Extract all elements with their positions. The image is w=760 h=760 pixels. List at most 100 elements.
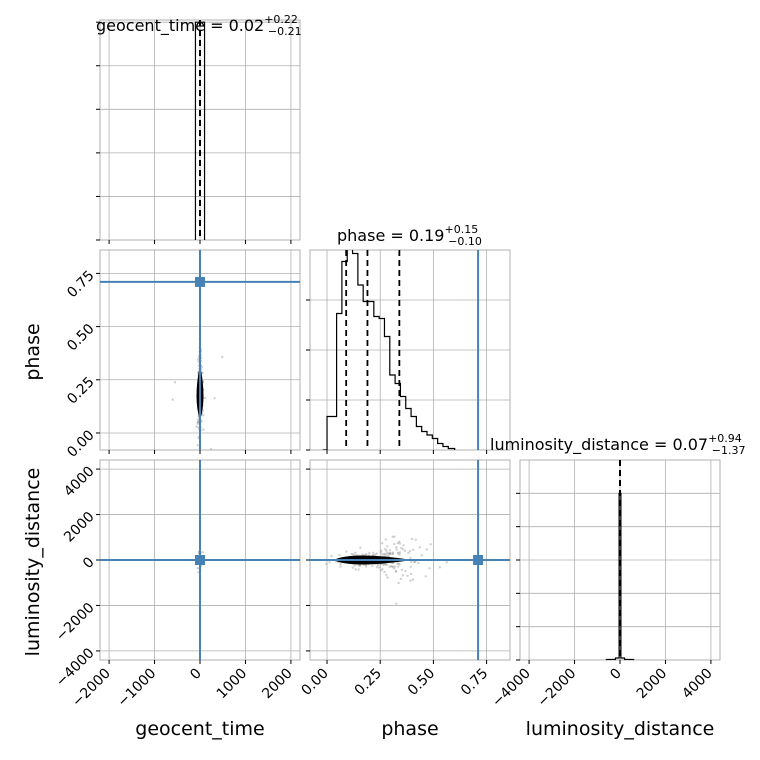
ylabel-phase: phase — [22, 323, 44, 380]
sample-point — [398, 542, 402, 545]
sample-point — [391, 552, 394, 555]
panel-g00 — [96, 19, 301, 244]
panel-plot-area — [520, 460, 720, 660]
sample-point — [202, 428, 205, 431]
sample-point — [397, 565, 400, 568]
sample-point — [393, 535, 396, 538]
y-tick-label: 0 — [80, 554, 98, 572]
y-tick-label: 2000 — [61, 509, 98, 546]
sample-point — [328, 561, 331, 564]
sample-point — [388, 565, 391, 569]
sample-point — [396, 562, 399, 566]
sample-point — [200, 365, 204, 369]
sample-point — [387, 552, 391, 556]
sample-point — [196, 358, 200, 361]
x-tick-label: 4000 — [679, 666, 716, 703]
truth-marker — [195, 555, 205, 565]
sample-point — [196, 418, 200, 421]
sample-point — [375, 566, 379, 569]
sample-point — [391, 552, 395, 555]
sample-point — [386, 576, 389, 579]
sample-point — [209, 448, 213, 450]
sample-point — [411, 578, 415, 581]
sample-point — [351, 566, 354, 569]
sample-point — [350, 552, 353, 556]
sample-point — [413, 560, 417, 564]
x-tick-label: 0 — [187, 666, 205, 684]
x-tick-label: 0 — [607, 666, 625, 684]
sample-point — [409, 565, 413, 568]
sample-point — [196, 422, 199, 426]
sample-point — [410, 537, 414, 541]
sample-point — [171, 398, 174, 401]
sample-point — [364, 565, 368, 568]
panel-plot-area — [100, 20, 300, 240]
sample-point — [409, 579, 412, 582]
x-tick-label: 0.00 — [298, 666, 331, 699]
sample-point — [398, 563, 401, 566]
sample-point — [380, 553, 384, 556]
sample-point — [388, 551, 391, 555]
sample-point — [372, 551, 375, 555]
sample-point — [380, 549, 383, 552]
corner-plot-panels: 0.000.250.500.75−2000 −1000 0 1000 2000−4000… — [53, 19, 721, 710]
sample-point — [353, 564, 356, 567]
sample-point — [397, 552, 400, 555]
sample-point — [385, 549, 388, 553]
sample-point — [357, 564, 361, 567]
y-tick-label: 0.25 — [64, 374, 97, 407]
x-tick-label: 2000 — [259, 666, 296, 703]
sample-point — [201, 550, 204, 554]
truth-marker — [473, 555, 484, 565]
sample-point — [385, 573, 388, 577]
sample-point — [408, 549, 412, 553]
sample-point — [325, 562, 328, 566]
sample-point — [445, 561, 448, 564]
sample-point — [438, 566, 441, 569]
y-tick-label: 0.50 — [64, 321, 97, 354]
title-geocent-time: geocent_time = 0.02+0.22 −0.21 — [96, 13, 302, 38]
sample-point — [357, 568, 360, 571]
panel-g21: 0.00 0.25 0.50 0.75 — [298, 459, 511, 699]
sample-point — [376, 563, 380, 567]
sample-point — [330, 554, 333, 558]
sample-point — [352, 553, 355, 556]
sample-point — [418, 546, 421, 549]
sample-point — [354, 551, 357, 555]
sample-point — [201, 371, 204, 375]
sample-point — [398, 540, 401, 543]
sample-point — [414, 538, 418, 541]
sample-point — [354, 568, 357, 571]
x-tick-label: 0.75 — [458, 666, 491, 699]
y-tick-label: 0.75 — [64, 268, 97, 301]
sample-point — [388, 552, 392, 555]
sample-point — [361, 553, 364, 556]
sample-point — [391, 565, 394, 568]
sample-point — [412, 560, 416, 564]
sample-point — [378, 566, 381, 569]
sample-point — [384, 548, 387, 551]
sample-point — [429, 543, 432, 546]
sample-point — [402, 544, 405, 547]
sample-point — [383, 570, 386, 574]
sample-point — [381, 567, 384, 571]
title-luminosity-distance: luminosity_distance = 0.07+0.94 −1.37 — [490, 432, 746, 457]
sample-point — [384, 538, 387, 541]
sample-point — [385, 545, 389, 548]
sample-point — [396, 551, 400, 554]
sample-point — [385, 563, 389, 566]
sample-point — [385, 553, 388, 556]
sample-point — [392, 567, 396, 570]
title-phase: phase = 0.19+0.15 −0.10 — [337, 223, 482, 248]
sample-point — [383, 552, 387, 555]
sample-point — [195, 425, 198, 428]
sample-point — [173, 381, 177, 384]
sample-point — [226, 454, 228, 456]
sample-point — [392, 542, 396, 546]
sample-point — [425, 548, 429, 551]
panel-plot-area — [310, 250, 510, 450]
xlabel-phase: phase — [381, 718, 438, 740]
sample-point — [388, 549, 392, 552]
sample-point — [399, 577, 403, 580]
